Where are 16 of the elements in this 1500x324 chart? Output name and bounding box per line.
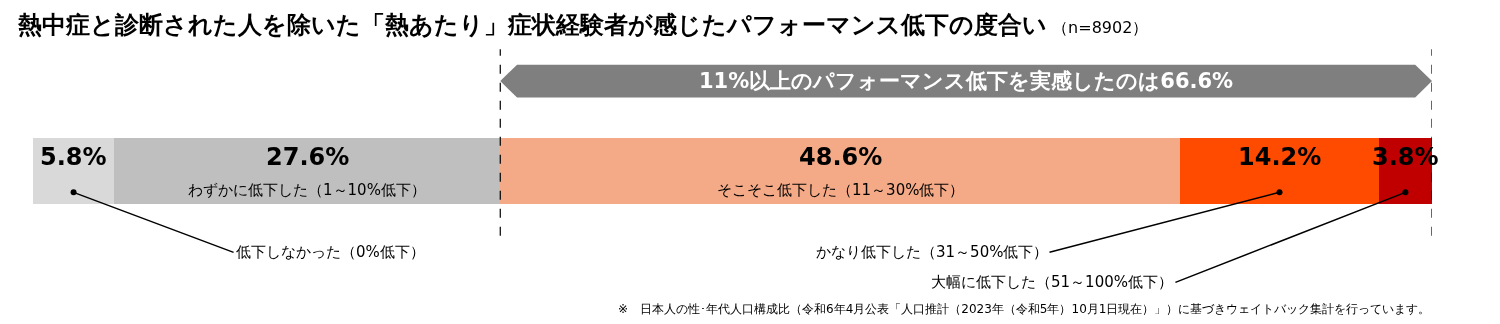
bar bbox=[33, 137, 115, 204]
series-label: そこそこ低下した（11～30%低下） bbox=[717, 181, 965, 199]
bar bbox=[114, 137, 501, 204]
bar bbox=[500, 137, 1181, 204]
text: 大幅に低下した（51～100%低下） bbox=[931, 273, 1173, 291]
text: 低下しなかった（0%低下） bbox=[236, 243, 425, 261]
chart-subtitle: （n=8902） bbox=[1047, 18, 1149, 37]
data-label: 5.8% bbox=[40, 143, 107, 171]
chart-title: 熱中症と診断された人を除いた「熱あたり」症状経験者が感じたパフォーマンス低下の度合い bbox=[17, 11, 1047, 39]
series-label: わずかに低下した（1～10%低下） bbox=[188, 181, 426, 199]
text: ※ 日本人の性･年代人口構成比（令和6年4月公表「人口推計（2023年（令和5年）10月1日現在）」）に基づきウェイトバック集計を行っています。 bbox=[618, 302, 1431, 316]
data-label: 14.2% bbox=[1238, 143, 1322, 171]
data-label: 27.6% bbox=[266, 143, 350, 171]
data-label: 48.6% bbox=[799, 143, 883, 171]
text: 11%以上のパフォーマンス低下を実感したのは66.6% bbox=[699, 69, 1234, 93]
text: かなり低下した（31～50%低下） bbox=[816, 243, 1049, 261]
